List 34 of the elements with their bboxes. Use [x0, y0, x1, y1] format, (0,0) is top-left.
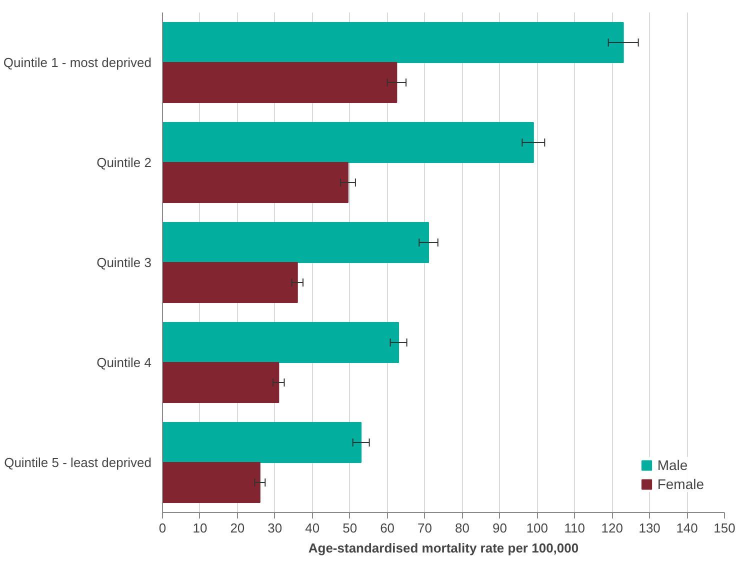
- y-tick-label: Quintile 1 - most deprived: [3, 55, 152, 70]
- x-tick-label: 40: [305, 520, 320, 536]
- x-tick-label: 20: [230, 520, 245, 536]
- x-tick-label: 60: [380, 520, 395, 536]
- y-tick-label: Quintile 2: [96, 155, 152, 170]
- x-tick-label: 120: [601, 520, 623, 536]
- legend-label: Male: [657, 457, 688, 473]
- x-tick-label: 110: [564, 520, 586, 536]
- bar: [162, 422, 362, 463]
- x-tick-label: 10: [192, 520, 208, 536]
- x-tick-label: 50: [342, 520, 358, 536]
- bar: [162, 362, 280, 403]
- x-tick-label: 80: [455, 520, 470, 536]
- x-tick-label: 70: [418, 520, 432, 536]
- bar: [162, 122, 534, 163]
- x-tick-label: 140: [676, 520, 698, 536]
- bar: [162, 462, 260, 503]
- bar: [162, 62, 398, 103]
- bar: [162, 22, 624, 63]
- x-tick-label: 0: [158, 520, 166, 536]
- x-tick-label: 130: [638, 520, 660, 536]
- y-tick-label: Quintile 4: [96, 355, 152, 370]
- bar: [162, 262, 298, 303]
- y-tick-label: Quintile 3: [96, 255, 152, 270]
- x-tick-label: 150: [714, 520, 736, 536]
- x-tick-label: 90: [492, 520, 507, 536]
- x-tick-label: 100: [526, 520, 548, 536]
- bar: [162, 322, 400, 363]
- x-tick-label: 30: [268, 520, 282, 536]
- legend-label: Female: [657, 476, 704, 492]
- y-tick-label: Quintile 5 - least deprived: [4, 455, 152, 470]
- x-axis-title: Age-standardised mortality rate per 100,000: [308, 540, 579, 556]
- bar: [162, 222, 430, 263]
- bar: [162, 162, 348, 203]
